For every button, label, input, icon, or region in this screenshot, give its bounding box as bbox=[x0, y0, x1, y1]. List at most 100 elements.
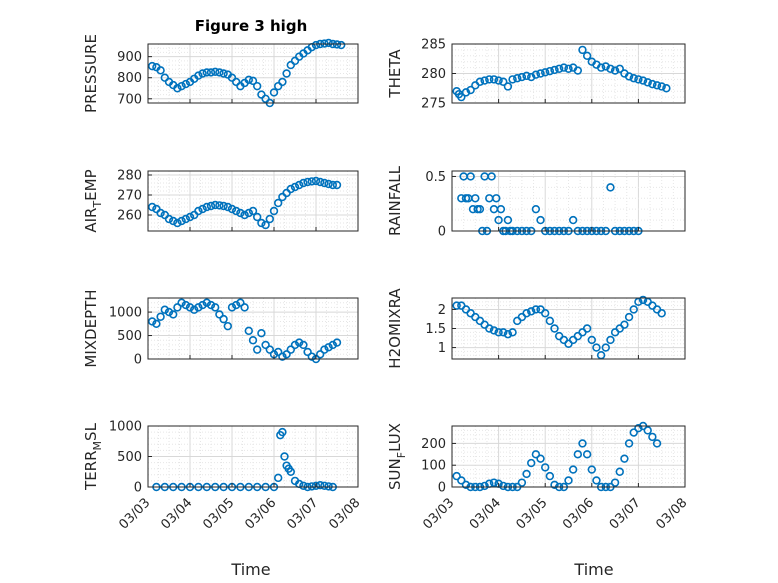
data-point bbox=[198, 300, 207, 310]
y-axis-label: THETA bbox=[386, 49, 404, 99]
data-point bbox=[219, 201, 228, 211]
y-axis-label: TERRMSL bbox=[82, 422, 104, 491]
data-point bbox=[545, 66, 555, 76]
data-point bbox=[522, 71, 531, 81]
y-tick-label: 260 bbox=[117, 209, 142, 224]
data-point bbox=[173, 218, 182, 228]
data-point bbox=[452, 471, 461, 481]
data-point bbox=[244, 75, 254, 85]
data-point bbox=[517, 72, 527, 82]
data-point bbox=[582, 324, 592, 333]
data-point bbox=[492, 194, 501, 203]
data-point bbox=[269, 88, 279, 97]
data-point bbox=[177, 216, 186, 226]
subplot-4: 0 500 1000 MIXDEPTH bbox=[82, 289, 359, 368]
data-point bbox=[316, 177, 325, 187]
data-point bbox=[164, 214, 174, 224]
axes-box bbox=[451, 170, 686, 232]
data-point bbox=[274, 198, 283, 208]
data-point bbox=[499, 77, 508, 86]
data-point bbox=[215, 201, 224, 210]
data-point bbox=[487, 172, 496, 181]
data-point bbox=[494, 215, 503, 225]
grid bbox=[147, 425, 359, 488]
data-point bbox=[248, 76, 258, 86]
data-point bbox=[253, 81, 262, 91]
data-point bbox=[169, 216, 178, 226]
data-point bbox=[274, 347, 283, 357]
data-point bbox=[181, 79, 191, 89]
data-point bbox=[457, 476, 466, 485]
data-point bbox=[164, 307, 174, 317]
y-tick-label: 1000 bbox=[109, 420, 142, 435]
data-point bbox=[587, 335, 596, 345]
data-point bbox=[568, 215, 578, 225]
data-point bbox=[148, 202, 157, 212]
data-point bbox=[643, 426, 652, 435]
data-point bbox=[269, 206, 279, 216]
y-tick-label: 1000 bbox=[109, 306, 142, 321]
data-point bbox=[499, 481, 508, 491]
data-point bbox=[545, 471, 555, 481]
data-point bbox=[466, 172, 475, 181]
data-point bbox=[596, 63, 606, 72]
y-tick-label: 900 bbox=[117, 50, 142, 65]
data-point bbox=[227, 204, 237, 214]
data-point bbox=[303, 347, 312, 357]
subplot-3: 0 0.5 RAINFALL bbox=[386, 165, 686, 240]
data-point bbox=[494, 76, 503, 85]
data-point bbox=[471, 194, 480, 203]
data-point bbox=[324, 179, 333, 189]
data-point bbox=[601, 343, 610, 352]
data-point bbox=[461, 480, 471, 490]
data-point bbox=[280, 452, 289, 461]
data-point bbox=[177, 298, 186, 307]
data-point bbox=[148, 317, 157, 326]
data-point bbox=[550, 65, 559, 75]
series-0 bbox=[452, 45, 671, 102]
data-point bbox=[253, 345, 262, 354]
data-point bbox=[489, 326, 499, 335]
data-point bbox=[156, 208, 165, 218]
data-point bbox=[261, 220, 270, 230]
data-point bbox=[485, 324, 494, 333]
data-point bbox=[461, 88, 471, 97]
data-point bbox=[223, 321, 233, 331]
y-axis-label: MIXDEPTH bbox=[82, 289, 100, 367]
data-point bbox=[194, 303, 203, 312]
data-point bbox=[148, 61, 157, 71]
data-point bbox=[236, 298, 245, 307]
data-point bbox=[629, 428, 638, 437]
data-point bbox=[173, 84, 182, 93]
data-point bbox=[307, 177, 316, 186]
data-point bbox=[489, 75, 499, 84]
data-point bbox=[536, 215, 545, 225]
data-point bbox=[299, 340, 308, 350]
subplot-0: 700 800 900 PRESSURE bbox=[82, 34, 359, 113]
y-tick-label: 0 bbox=[134, 353, 142, 368]
data-point bbox=[531, 70, 541, 79]
data-point bbox=[240, 303, 249, 312]
data-point bbox=[601, 62, 610, 71]
data-point bbox=[227, 73, 237, 82]
x-axis-label-right: Time bbox=[573, 560, 613, 579]
data-point bbox=[219, 314, 228, 324]
data-point bbox=[332, 338, 342, 347]
y-axis-label: RAINFALL bbox=[386, 165, 404, 236]
data-point bbox=[194, 206, 203, 216]
data-point bbox=[215, 310, 224, 319]
data-point bbox=[181, 214, 191, 224]
data-point bbox=[206, 201, 216, 211]
data-point bbox=[620, 454, 629, 463]
series-0 bbox=[148, 176, 342, 230]
data-point bbox=[559, 63, 569, 72]
data-point bbox=[286, 60, 295, 70]
series-0 bbox=[148, 298, 342, 364]
data-point bbox=[466, 85, 475, 95]
data-point bbox=[332, 180, 342, 190]
data-point bbox=[290, 56, 300, 66]
y-axis-label: SUNFLUX bbox=[386, 423, 408, 490]
subplot-5: 1 1.5 2 H2OMIXRA bbox=[386, 288, 686, 369]
data-point bbox=[274, 473, 283, 483]
y-tick-label: 1 bbox=[438, 341, 446, 356]
